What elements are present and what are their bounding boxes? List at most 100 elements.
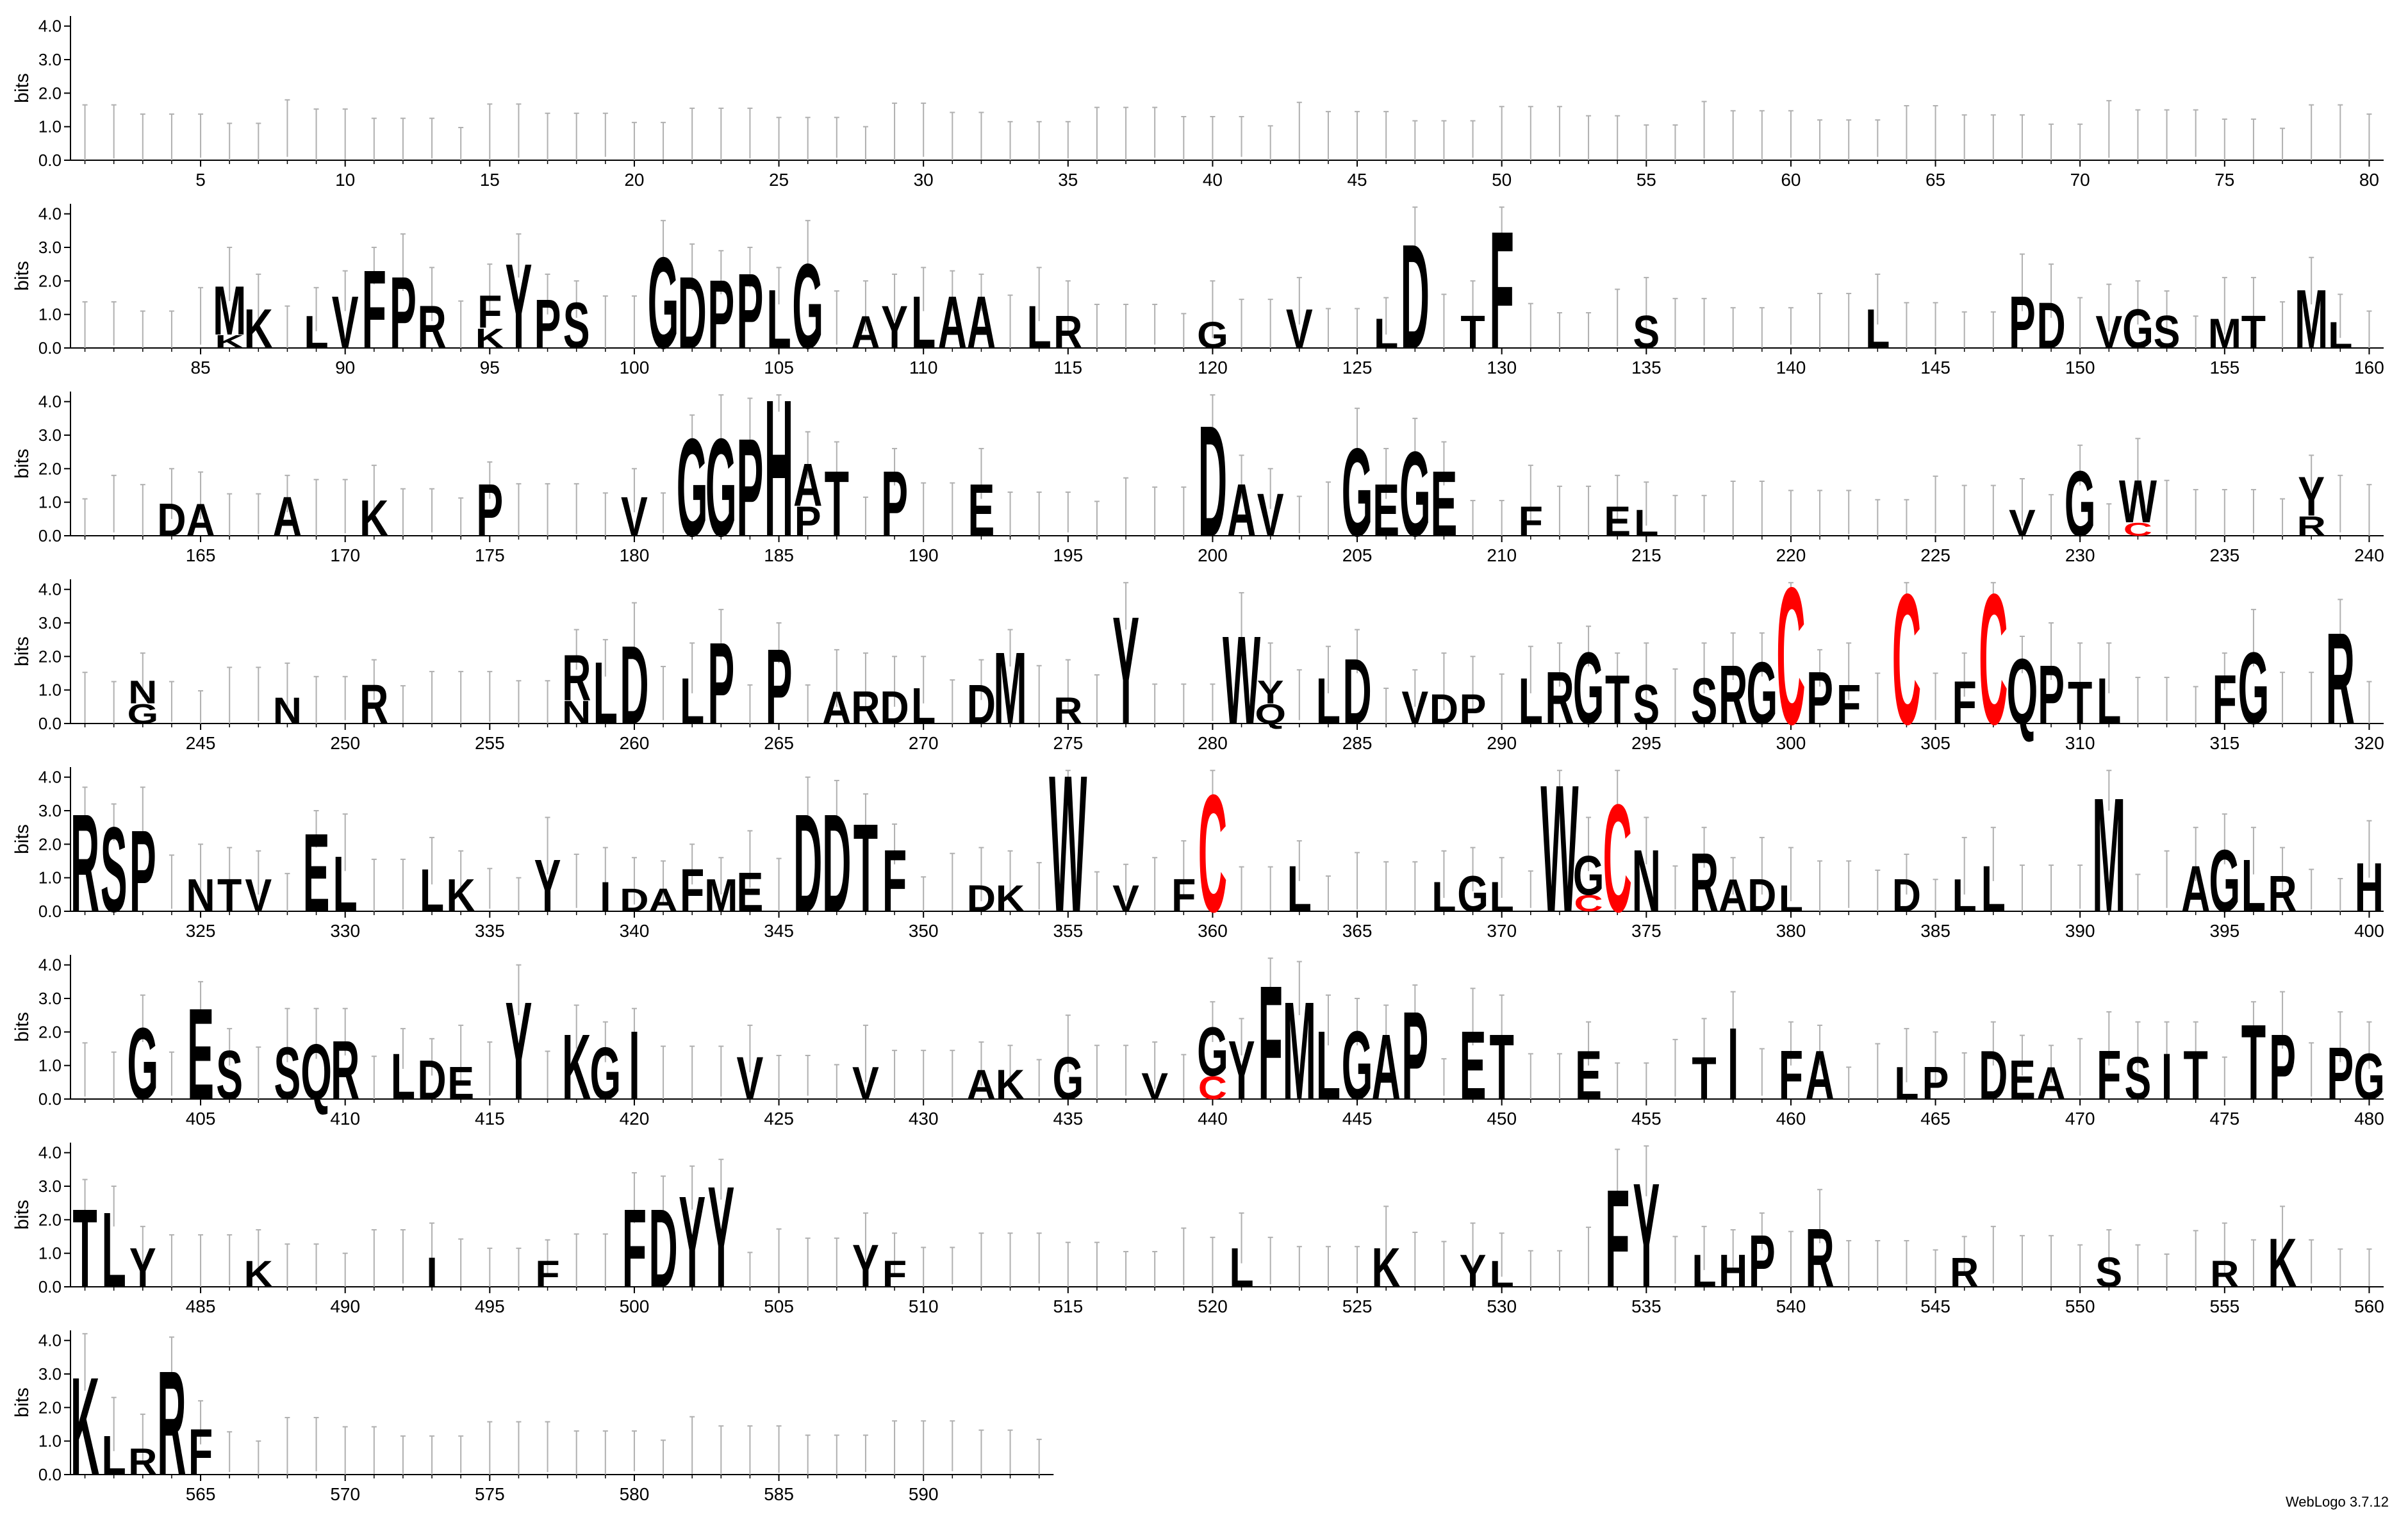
y-axis-label: bits (12, 824, 33, 854)
x-tick-label: 425 (764, 1109, 794, 1129)
logo-letter-G: G (2238, 631, 2270, 745)
logo-letter-L: L (1316, 665, 1340, 737)
x-tick-label: 275 (1053, 733, 1083, 753)
logo-letter-D: D (1198, 393, 1227, 570)
x-tick-label: 445 (1342, 1109, 1373, 1129)
logo-letter-Y: Y (129, 1237, 156, 1300)
logo-letter-D: D (2036, 289, 2065, 361)
logo-letter-W: W (2119, 467, 2157, 535)
logo-letter-I: I (2161, 1040, 2172, 1113)
logo-letter-V: V (852, 1058, 879, 1109)
logo-letter-F: F (2097, 1036, 2121, 1114)
logo-letter-A: A (967, 1061, 996, 1109)
logo-letter-S: S (563, 289, 590, 361)
logo-letter-L: L (1779, 877, 1803, 919)
logo-letter-G: G (1573, 845, 1604, 907)
y-tick-label: 0.0 (38, 1465, 62, 1484)
logo-letter-H: H (2355, 848, 2384, 926)
logo-letter-G: G (1342, 422, 1373, 563)
logo-letter-F: F (1519, 498, 1543, 545)
y-axis-label: bits (12, 1200, 33, 1230)
logo-letter-A: A (822, 682, 851, 734)
logo-letter-T: T (1692, 1044, 1716, 1112)
logo-letter-P: P (795, 498, 821, 545)
logo-letter-R: R (331, 1023, 359, 1117)
logo-letter-Y: Y (534, 843, 561, 927)
logo-letter-A: A (967, 280, 996, 364)
logo-letter-L: L (102, 1190, 126, 1310)
logo-letter-V: V (1257, 481, 1284, 549)
x-tick-label: 355 (1053, 921, 1083, 941)
logo-letter-S: S (101, 802, 128, 938)
logo-letter-D: D (620, 622, 648, 748)
x-tick-label: 455 (1631, 1109, 1662, 1129)
logo-letter-D: D (967, 877, 996, 919)
y-axis-label: bits (12, 1387, 33, 1418)
logo-letter-E: E (1460, 1010, 1487, 1120)
x-tick-label: 545 (1920, 1296, 1950, 1316)
logo-letter-S: S (1633, 674, 1660, 736)
x-tick-label: 195 (1053, 545, 1083, 565)
logo-letter-E: E (187, 981, 214, 1127)
x-tick-label: 135 (1631, 358, 1662, 377)
logo-letter-I: I (1728, 1006, 1738, 1121)
logo-letter-R: R (70, 785, 99, 941)
logo-letter-D: D (1892, 870, 1921, 922)
y-tick-label: 2.0 (38, 1022, 62, 1041)
logo-letter-G: G (1399, 427, 1431, 562)
logo-letter-R: R (2297, 511, 2326, 542)
logo-letter-Q: Q (2007, 640, 2038, 743)
y-tick-label: 1.0 (38, 1056, 62, 1075)
x-tick-label: 330 (330, 921, 360, 941)
logo-letter-F: F (188, 1416, 213, 1488)
logo-letter-Y: Y (506, 239, 532, 374)
x-tick-label: 225 (1920, 545, 1950, 565)
y-tick-label: 1.0 (38, 117, 62, 136)
x-tick-label: 395 (2209, 921, 2239, 941)
logo-letter-T: T (217, 870, 242, 922)
logo-letter-K: K (475, 323, 504, 354)
logo-letter-R: R (1950, 1249, 1979, 1296)
logo-letter-H: H (1719, 1246, 1747, 1297)
logo-letter-I: I (600, 873, 611, 921)
x-tick-label: 555 (2209, 1296, 2239, 1316)
logo-letter-L: L (911, 280, 936, 364)
logo-letter-L: L (1229, 1237, 1253, 1300)
logo-letter-G: G (1197, 1013, 1228, 1090)
logo-letter-E: E (737, 861, 764, 924)
logo-letter-M: M (1283, 973, 1316, 1129)
y-tick-label: 4.0 (38, 955, 62, 975)
x-tick-label: 360 (1198, 921, 1228, 941)
logo-letter-P: P (881, 452, 908, 556)
x-tick-label: 60 (1781, 170, 1801, 190)
x-tick-label: 150 (2065, 358, 2095, 377)
logo-letter-R: R (562, 641, 591, 714)
x-tick-label: 370 (1487, 921, 1517, 941)
x-tick-label: 120 (1198, 358, 1228, 377)
x-tick-label: 55 (1637, 170, 1656, 190)
logo-letter-R: R (2210, 1253, 2239, 1295)
logo-letter-T: T (2184, 1036, 2208, 1114)
logo-letter-T: T (2241, 1002, 2266, 1122)
y-tick-label: 3.0 (38, 238, 62, 257)
logo-letter-M: M (993, 631, 1027, 745)
logo-letter-E: E (1575, 1036, 1602, 1114)
logo-letter-L: L (304, 307, 328, 358)
x-tick-label: 170 (330, 545, 360, 565)
y-tick-label: 3.0 (38, 50, 62, 69)
x-tick-label: 10 (335, 170, 355, 190)
logo-letter-G: G (2354, 1040, 2385, 1113)
logo-letter-S: S (274, 1031, 301, 1115)
x-tick-label: 70 (2070, 170, 2090, 190)
logo-letter-T: T (825, 452, 849, 556)
y-tick-label: 3.0 (38, 613, 62, 633)
logo-letter-V: V (1112, 877, 1139, 919)
logo-letter-D: D (1979, 1036, 2008, 1114)
x-tick-label: 345 (764, 921, 794, 941)
x-tick-label: 450 (1487, 1109, 1517, 1129)
logo-letter-R: R (1053, 307, 1082, 358)
logo-letter-P: P (737, 251, 764, 371)
logo-letter-R: R (1690, 835, 1719, 929)
logo-letter-D: D (417, 1049, 446, 1112)
logo-letter-P: P (2038, 647, 2065, 741)
